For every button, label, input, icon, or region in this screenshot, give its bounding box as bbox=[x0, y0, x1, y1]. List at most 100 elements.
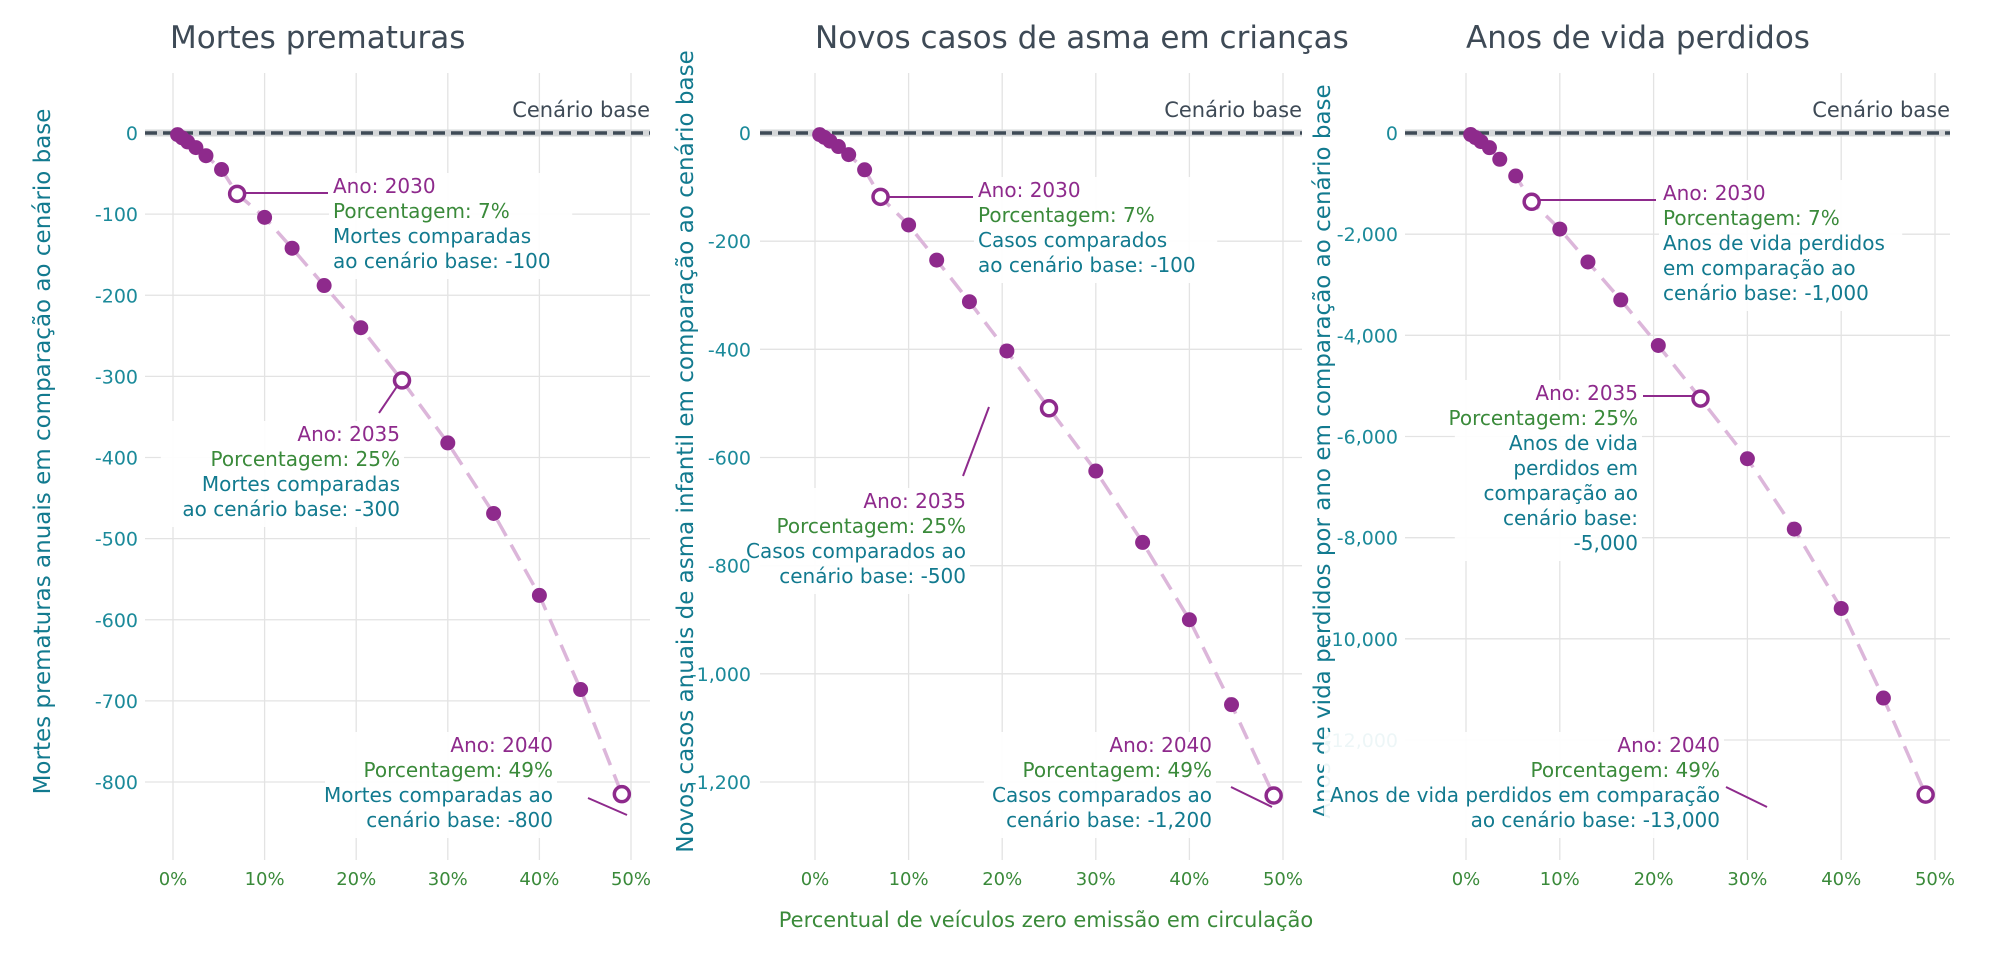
y-tick-label: -400 bbox=[95, 448, 138, 470]
annotation-line: ao cenário base: -300 bbox=[182, 497, 400, 521]
annotation-line: -5,000 bbox=[1574, 531, 1638, 555]
annotation-line: Casos comparados ao bbox=[992, 783, 1212, 807]
panel-title: Anos de vida perdidos bbox=[1466, 20, 1810, 56]
y-tick-label: -1,200 bbox=[690, 772, 751, 794]
x-tick-label: 50% bbox=[1915, 869, 1955, 890]
annotation-line: cenário base: -800 bbox=[366, 808, 553, 832]
x-axis-label: Percentual de veículos zero emissão em c… bbox=[779, 908, 1314, 932]
data-point bbox=[316, 278, 332, 294]
data-point bbox=[573, 682, 589, 698]
x-tick-label: 20% bbox=[336, 869, 376, 890]
x-tick-label: 0% bbox=[159, 869, 188, 890]
data-point bbox=[1181, 612, 1197, 628]
annotation-leader-line bbox=[1725, 786, 1768, 808]
y-tick-label: -6,000 bbox=[1337, 427, 1398, 449]
annotation-line: Porcentagem: 49% bbox=[1023, 758, 1212, 782]
y-tick-label: 0 bbox=[126, 123, 138, 145]
data-point bbox=[188, 140, 204, 156]
y-tick-label: -200 bbox=[708, 231, 751, 253]
x-tick-label: 40% bbox=[1169, 869, 1209, 890]
x-tick-label: 10% bbox=[245, 869, 285, 890]
annotation-line: Mortes comparadas bbox=[333, 224, 531, 248]
annotation-line: Porcentagem: 49% bbox=[364, 758, 553, 782]
y-tick-label: -10,000 bbox=[1325, 629, 1398, 651]
annotation-line: cenário base: -500 bbox=[779, 564, 966, 588]
baseline-label: Cenário base bbox=[1812, 98, 1950, 122]
y-tick-label: -400 bbox=[708, 339, 751, 361]
x-tick-label: 50% bbox=[1263, 869, 1303, 890]
annotation-line: Casos comparados ao bbox=[746, 539, 966, 563]
y-tick-label: 0 bbox=[1386, 123, 1398, 145]
annotation-leader-line bbox=[962, 406, 990, 477]
y-tick-label: -600 bbox=[95, 610, 138, 632]
annotation-line: Ano: 2030 bbox=[333, 174, 436, 198]
annotation-line: Ano: 2035 bbox=[863, 489, 966, 513]
annotation-line: Porcentagem: 25% bbox=[777, 514, 966, 538]
annotation-background bbox=[1454, 380, 1642, 561]
x-tick-label: 0% bbox=[1452, 869, 1481, 890]
annotation-line: Ano: 2035 bbox=[297, 422, 400, 446]
annotation-line: Porcentagem: 49% bbox=[1531, 758, 1720, 782]
x-tick-label: 50% bbox=[611, 869, 651, 890]
annotation-line: Ano: 2040 bbox=[450, 733, 553, 757]
data-point bbox=[1613, 292, 1629, 308]
annotation-line: cenário base: -1,000 bbox=[1663, 281, 1869, 305]
panel-title: Mortes prematuras bbox=[170, 20, 465, 56]
y-tick-label: -8,000 bbox=[1337, 528, 1398, 550]
x-tick-label: 30% bbox=[428, 869, 468, 890]
data-point-highlighted bbox=[1522, 192, 1541, 212]
annotation-line: Porcentagem: 25% bbox=[1449, 406, 1638, 430]
data-point-highlighted bbox=[227, 184, 247, 204]
y-tick-label: -4,000 bbox=[1337, 325, 1398, 347]
data-point bbox=[857, 162, 873, 178]
annotation-leader-line bbox=[587, 797, 628, 816]
annotation-line: Ano: 2040 bbox=[1617, 733, 1720, 757]
annotation-background bbox=[1324, 732, 1724, 838]
y-tick-label: -2,000 bbox=[1337, 224, 1398, 246]
y-tick-label: -500 bbox=[95, 529, 138, 551]
panel-1: Mortes prematuras 0% 10% 20% 30% 40% 50% 0 -100 -… bbox=[30, 20, 651, 890]
data-point bbox=[961, 294, 977, 310]
y-tick-label: -700 bbox=[95, 691, 138, 713]
annotation-line: ao cenário base: -100 bbox=[978, 253, 1196, 277]
annotation-background bbox=[160, 421, 404, 527]
data-point bbox=[1833, 600, 1849, 616]
x-tick-label: 20% bbox=[1634, 869, 1674, 890]
data-point bbox=[830, 139, 846, 155]
annotation-background bbox=[749, 488, 970, 594]
annotation-line: perdidos em bbox=[1513, 456, 1638, 480]
y-tick-label: -800 bbox=[708, 556, 751, 578]
x-tick-label: 10% bbox=[889, 869, 929, 890]
data-point-highlighted bbox=[612, 784, 632, 804]
annotation-background bbox=[1659, 180, 1903, 311]
annotation-line: Anos de vida bbox=[1509, 431, 1638, 455]
annotation-background bbox=[329, 173, 573, 279]
data-point bbox=[1135, 534, 1151, 550]
x-tick-label: 40% bbox=[519, 869, 559, 890]
data-point-highlighted bbox=[1916, 785, 1935, 804]
panel-title: Novos casos de asma em crianças bbox=[815, 20, 1349, 56]
y-axis-label: Anos de vida perdidos por ano em compara… bbox=[1310, 84, 1336, 818]
data-point bbox=[257, 209, 273, 225]
annotation-line: comparação ao bbox=[1484, 481, 1638, 505]
annotation-line: ao cenário base: -13,000 bbox=[1471, 808, 1720, 832]
data-point-highlighted bbox=[871, 187, 890, 207]
panel-2: Novos casos de asma em crianças 0% 10% 20% 3… bbox=[673, 20, 1349, 890]
data-point-highlighted bbox=[1264, 786, 1283, 805]
annotation-line: Porcentagem: 25% bbox=[211, 447, 400, 471]
data-point bbox=[1492, 151, 1508, 167]
data-point bbox=[214, 162, 230, 178]
data-point bbox=[1508, 168, 1524, 184]
y-axis-label: Mortes prematuras anuais em comparação a… bbox=[30, 109, 56, 795]
annotation-line: em comparação ao bbox=[1663, 256, 1856, 280]
x-tick-label: 10% bbox=[1540, 869, 1580, 890]
y-tick-label: -200 bbox=[95, 285, 138, 307]
y-tick-label: -100 bbox=[95, 204, 138, 226]
